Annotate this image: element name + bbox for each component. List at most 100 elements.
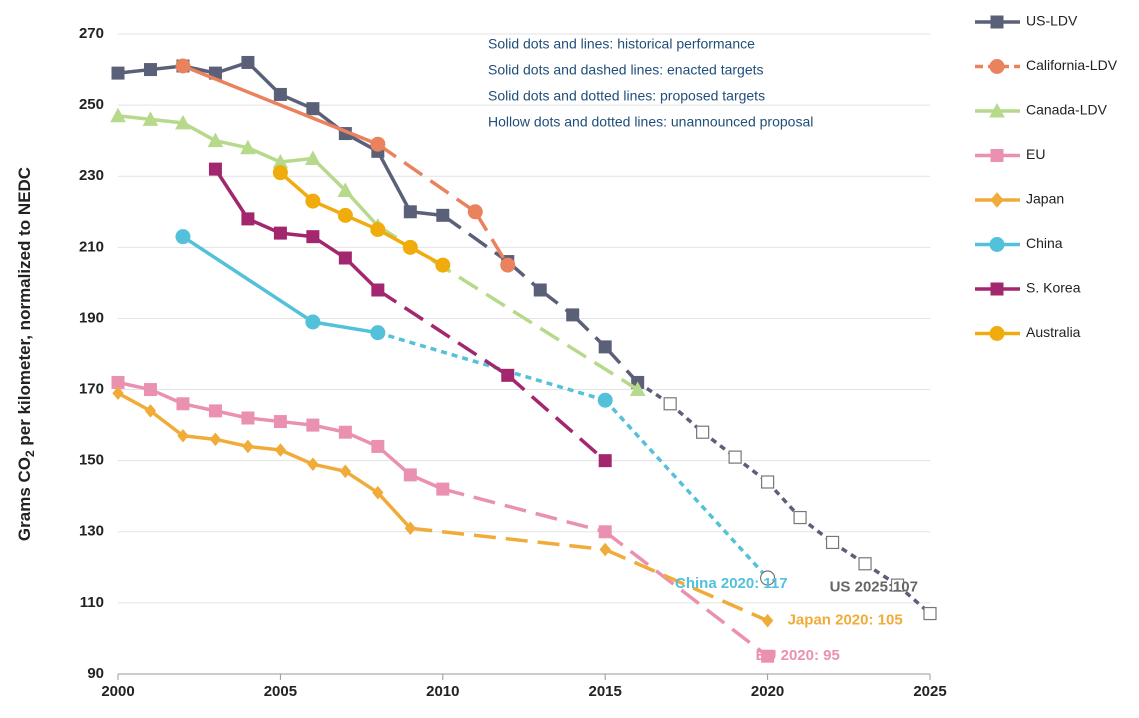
marker: [306, 102, 320, 116]
marker: [598, 525, 612, 539]
series: [208, 162, 612, 468]
marker: [338, 251, 352, 265]
line-segment: [150, 117, 184, 125]
end-label: Japan 2020: 105: [788, 612, 903, 629]
marker: [500, 257, 516, 273]
marker: [175, 229, 191, 245]
marker: [403, 468, 417, 482]
marker: [175, 58, 191, 74]
marker: [890, 578, 905, 592]
line-segment: [117, 391, 152, 413]
marker: [143, 63, 157, 77]
line-segment: [280, 156, 314, 164]
marker: [990, 15, 1004, 29]
line-segment: [766, 480, 802, 519]
marker: [533, 283, 547, 297]
marker: [501, 368, 515, 382]
marker: [761, 649, 775, 663]
legend-label: China: [1026, 235, 1063, 251]
line-segment: [441, 213, 509, 263]
end-label: EU 2020: 95: [756, 647, 840, 664]
y-tick-label: 150: [79, 452, 104, 469]
marker: [177, 428, 189, 443]
marker: [241, 55, 255, 69]
line-segment: [506, 374, 607, 462]
marker: [337, 182, 354, 197]
marker: [989, 102, 1005, 118]
y-tick-label: 210: [79, 238, 104, 255]
note: Solid dots and dashed lines: enacted tar…: [488, 62, 764, 78]
marker: [629, 381, 646, 397]
marker: [338, 425, 352, 439]
marker: [305, 150, 321, 165]
marker: [207, 132, 224, 148]
marker: [111, 66, 125, 80]
marker: [274, 443, 287, 457]
marker: [467, 204, 483, 220]
marker: [371, 283, 385, 297]
marker: [208, 404, 222, 418]
series: [175, 58, 516, 273]
y-axis-label: Grams CO2 per kilometer, normalized to N…: [15, 167, 37, 541]
marker: [273, 415, 287, 429]
legend-label: US-LDV: [1026, 13, 1078, 29]
series: [111, 55, 937, 621]
line-segment: [117, 114, 151, 122]
marker: [110, 107, 126, 123]
marker: [272, 165, 288, 181]
x-tick-label: 2025: [913, 683, 946, 700]
marker: [760, 475, 775, 489]
line-segment: [215, 138, 249, 150]
marker: [728, 450, 742, 464]
marker: [306, 230, 320, 244]
marker: [989, 326, 1005, 341]
y-tick-label: 110: [80, 594, 104, 611]
marker: [990, 149, 1004, 162]
marker: [436, 208, 450, 222]
marker: [825, 535, 840, 550]
marker: [372, 485, 384, 500]
marker: [307, 457, 319, 472]
marker: [305, 314, 321, 330]
marker: [566, 308, 580, 322]
line-segment: [247, 444, 281, 452]
marker: [759, 570, 776, 586]
marker: [306, 418, 320, 432]
marker: [337, 207, 353, 223]
end-label: US 2025:107: [830, 579, 918, 596]
marker: [176, 397, 190, 411]
marker: [597, 392, 613, 408]
line-segment: [376, 142, 477, 214]
marker: [599, 542, 611, 557]
x-tick-label: 2020: [751, 683, 784, 700]
marker: [990, 282, 1004, 296]
marker: [696, 425, 710, 439]
marker: [989, 237, 1005, 252]
line-segment: [279, 448, 314, 466]
y-tick-label: 90: [87, 665, 104, 682]
marker: [858, 557, 872, 571]
line-segment: [213, 168, 250, 220]
series: [272, 165, 451, 273]
marker: [598, 340, 612, 354]
marker: [402, 239, 418, 255]
marker: [273, 226, 287, 240]
line-segment: [604, 547, 769, 623]
marker: [242, 439, 254, 454]
line-segment: [312, 320, 379, 335]
marker: [404, 521, 416, 536]
line-segment: [442, 487, 606, 534]
marker: [370, 325, 386, 341]
marker: [209, 432, 222, 447]
marker: [370, 222, 386, 238]
series: [111, 375, 775, 663]
marker: [761, 613, 774, 628]
marker: [370, 136, 386, 152]
note: Solid dots and lines: historical perform…: [488, 36, 755, 52]
marker: [241, 411, 255, 425]
line-segment: [376, 491, 412, 530]
legend-label: California-LDV: [1026, 57, 1118, 73]
marker: [371, 439, 385, 453]
note: Solid dots and dotted lines: proposed ta…: [488, 88, 765, 104]
